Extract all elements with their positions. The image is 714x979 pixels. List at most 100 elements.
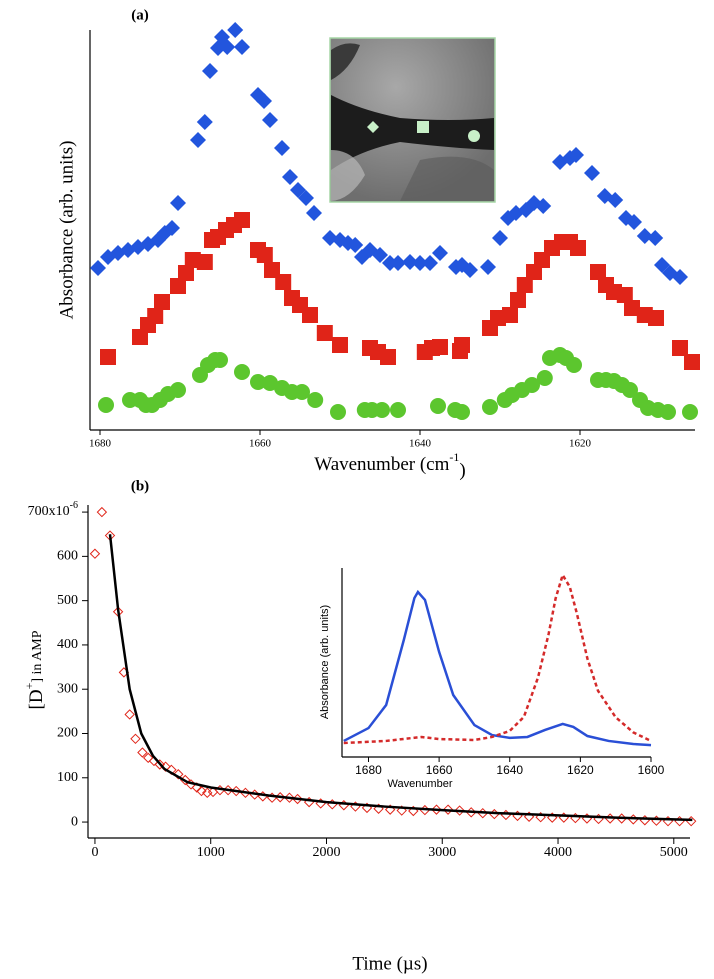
square-marker: [684, 354, 700, 370]
diamond-marker: [535, 198, 552, 214]
circle-marker: [212, 352, 228, 368]
circle-marker: [566, 357, 582, 373]
circle-marker: [98, 397, 114, 413]
circle-marker: [536, 370, 553, 386]
x-tick-label: 3000: [428, 845, 456, 860]
diamond-marker: [568, 147, 584, 163]
panel-label: (a): [131, 7, 149, 23]
y-tick-label-text: 700x10: [28, 504, 70, 519]
diamond-marker: [227, 22, 244, 38]
y-axis-label: [D+] in AMP: [22, 630, 48, 709]
diamond-marker: [492, 230, 508, 246]
square-marker: [672, 340, 688, 356]
diamond-marker: [636, 228, 653, 244]
diamond-marker: [234, 39, 250, 55]
y-tick-label: 400: [57, 637, 78, 652]
square-marker: [302, 307, 318, 323]
diamond-marker: [402, 254, 418, 270]
y-tick-label: 300: [57, 681, 78, 696]
square-marker: [170, 278, 186, 294]
square-marker: [256, 247, 273, 263]
circle-marker: [262, 375, 278, 391]
x-tick-label: 1000: [197, 845, 225, 860]
panel-label: (b): [131, 478, 149, 494]
square-marker: [196, 254, 213, 270]
diamond-marker: [282, 169, 298, 185]
diamond-marker: [173, 769, 184, 780]
y-tick-label: 500: [57, 593, 78, 608]
circle-marker: [430, 398, 446, 414]
inset-chart: 1680 1660 1640 1620 1600: [341, 568, 665, 777]
circle-marker: [170, 382, 186, 398]
y-tick-label: 0: [71, 814, 78, 829]
diamond-marker: [422, 255, 438, 271]
y-axis-label-text: [D: [26, 689, 47, 709]
diamond-marker: [500, 809, 512, 821]
square-marker: [516, 277, 533, 293]
circle-marker: [622, 382, 638, 398]
diamond-marker: [607, 192, 624, 208]
circle-marker: [682, 404, 698, 420]
x-tick-label: 1620: [569, 438, 592, 450]
diamond-marker: [154, 759, 165, 770]
x-tick-label: 2000: [312, 845, 340, 860]
square-marker: [178, 265, 194, 281]
diamond-marker: [454, 805, 465, 816]
y-tick-label-exponent: -6: [70, 500, 78, 511]
diamond-marker: [412, 255, 428, 271]
diamond-marker: [196, 785, 207, 797]
square-marker: [154, 294, 170, 310]
data-line: [108, 534, 693, 822]
data-line: [343, 589, 652, 747]
x-tick-label: 1600: [638, 763, 665, 777]
y-axis-label: Absorbance (arb. units): [319, 605, 331, 719]
diamond-marker: [298, 190, 314, 206]
square-marker: [570, 240, 586, 256]
circle-marker: [482, 399, 498, 415]
square-marker: [332, 337, 348, 353]
x-axis-label: Wavenumber (cm-1): [314, 450, 465, 482]
square-marker: [648, 310, 664, 326]
x-axis-label-sup: -1: [449, 450, 459, 464]
inset-image: [329, 37, 496, 203]
circle-marker: [454, 404, 470, 420]
diamond-marker: [256, 93, 272, 109]
diamond-marker: [432, 245, 448, 261]
diamond-marker: [674, 815, 685, 827]
diamond-marker: [137, 747, 148, 758]
square-marker: [275, 274, 292, 290]
diamond-marker: [685, 815, 697, 827]
square-marker: [100, 349, 116, 365]
diamond-marker: [480, 259, 496, 275]
x-tick-label: 5000: [660, 845, 688, 860]
diamond-marker: [347, 237, 364, 253]
circle-marker: [374, 402, 390, 418]
circle-marker: [660, 404, 676, 420]
diamond-marker: [442, 804, 454, 815]
circle-marker: [330, 404, 346, 420]
y-axis-label-sup: +: [22, 682, 36, 689]
square-marker: [590, 264, 606, 280]
diamond-marker: [306, 205, 322, 221]
square-marker: [432, 339, 448, 355]
diamond-marker: [274, 140, 290, 156]
x-tick-label: 1620: [567, 763, 594, 777]
square-marker: [502, 307, 518, 323]
circle-marker: [294, 384, 310, 400]
diamond-marker: [89, 548, 101, 559]
diamond-marker: [390, 255, 406, 271]
diamond-marker: [584, 165, 600, 181]
diamond-marker: [196, 114, 213, 130]
diamond-marker: [130, 733, 141, 745]
diamond-marker: [284, 792, 295, 803]
y-tick-label: 700x10-6: [28, 500, 78, 519]
square-marker: [147, 308, 164, 324]
diamond-marker: [639, 815, 651, 826]
diamond-marker: [90, 260, 106, 276]
diamond-marker: [164, 220, 180, 236]
diamond-marker: [96, 506, 108, 518]
diamond-marker: [626, 214, 642, 230]
x-axis-label: Time (µs): [352, 953, 427, 974]
circle-marker: [524, 377, 540, 393]
